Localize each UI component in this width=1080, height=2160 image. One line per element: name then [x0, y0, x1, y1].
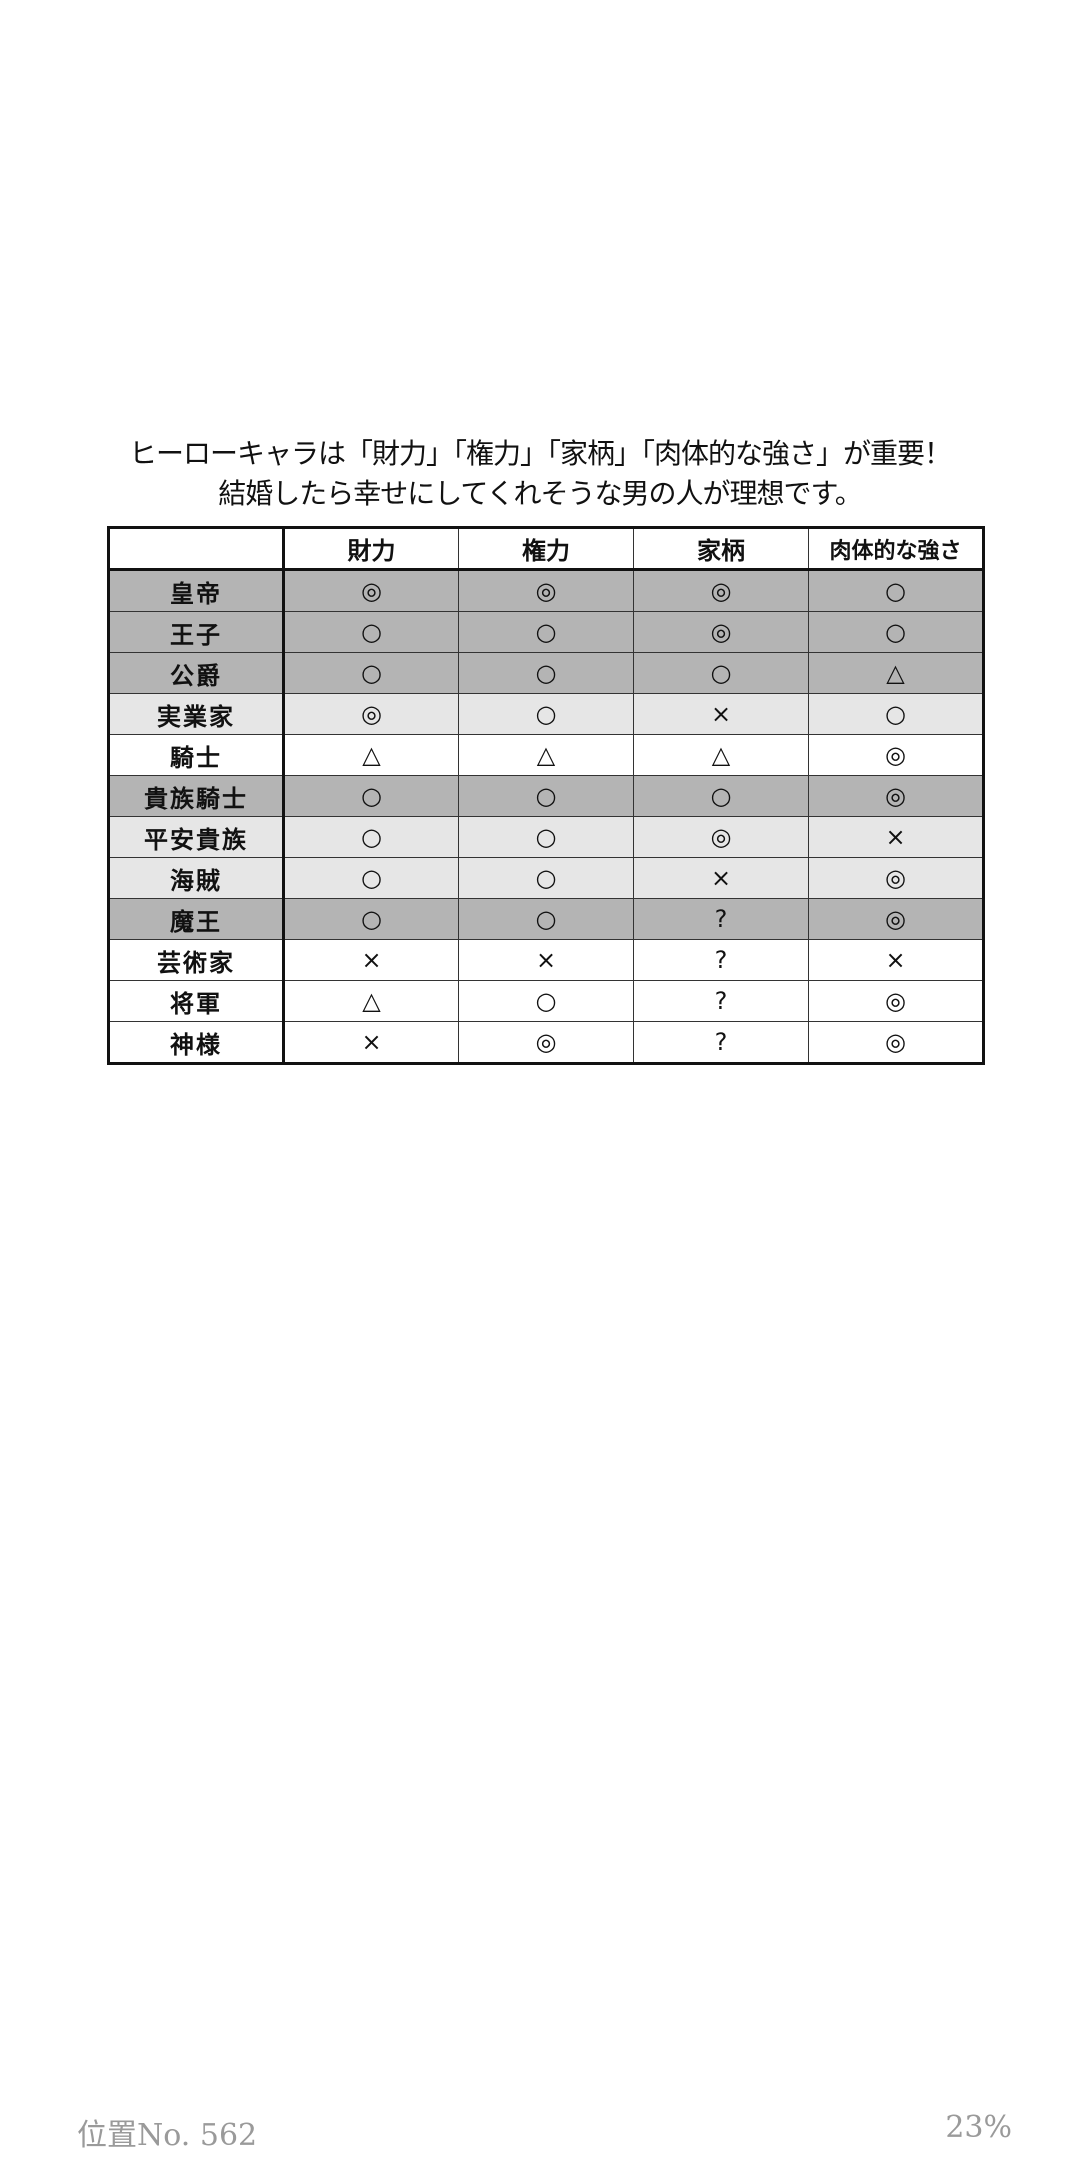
rating-cell: ◎: [458, 1021, 634, 1064]
location-indicator: 位置No. 562: [77, 2118, 258, 2153]
row-label: 神様: [108, 1021, 285, 1064]
rating-cell: ○: [283, 652, 459, 694]
rating-cell: ◎: [808, 980, 984, 1022]
table-row: 海賊 ○ ○ × ◎: [108, 857, 984, 899]
header-corner: [108, 527, 285, 571]
rating-cell: ○: [458, 898, 634, 940]
row-label: 騎士: [108, 734, 285, 776]
rating-cell: ○: [808, 611, 984, 653]
row-label: 芸術家: [108, 939, 285, 981]
rating-cell: ?: [633, 980, 809, 1022]
caption-line-1: ヒーローキャラは「財力」「権力」「家柄」「肉体的な強さ」が重要！: [128, 437, 952, 470]
rating-cell: ×: [633, 857, 809, 899]
rating-cell: ◎: [808, 1021, 984, 1064]
row-label: 将軍: [108, 980, 285, 1022]
rating-cell: ?: [633, 1021, 809, 1064]
rating-cell: ○: [458, 652, 634, 694]
rating-cell: ○: [633, 652, 809, 694]
table-row: 騎士 △ △ △ ◎: [108, 734, 984, 776]
rating-cell: ◎: [808, 898, 984, 940]
table-row: 平安貴族 ○ ○ ◎ ×: [108, 816, 984, 858]
table-row: 王子 ○ ○ ◎ ○: [108, 611, 984, 653]
rating-cell: ◎: [283, 569, 459, 612]
rating-cell: ×: [458, 939, 634, 981]
table-row: 皇帝 ◎ ◎ ◎ ○: [108, 569, 984, 612]
table-header-row: 財力 権力 家柄 肉体的な強さ: [108, 527, 984, 571]
table-row: 将軍 △ ○? ◎: [108, 980, 984, 1022]
row-label: 魔王: [108, 898, 285, 940]
rating-cell: ×: [283, 939, 459, 981]
rating-cell: ×: [808, 816, 984, 858]
header-physical-strength: 肉体的な強さ: [808, 527, 984, 571]
rating-cell: △: [283, 980, 459, 1022]
rating-cell: ○: [808, 569, 984, 612]
rating-cell: ○: [283, 775, 459, 817]
rating-cell: ◎: [808, 775, 984, 817]
rating-cell: △: [458, 734, 634, 776]
rating-cell: ○: [458, 693, 634, 735]
header-wealth: 財力: [283, 527, 459, 571]
rating-cell: ◎: [808, 734, 984, 776]
caption-line-2: 結婚したら幸せにしてくれそうな男の人が理想です。: [218, 477, 863, 510]
rating-cell: ×: [633, 693, 809, 735]
rating-cell: △: [283, 734, 459, 776]
table-row: 芸術家 × ×? ×: [108, 939, 984, 981]
rating-cell: ○: [458, 611, 634, 653]
table-row: 公爵 ○ ○ ○ △: [108, 652, 984, 694]
rating-cell: ○: [283, 857, 459, 899]
rating-cell: ○: [633, 775, 809, 817]
table-row: 実業家 ◎ ○ × ○: [108, 693, 984, 735]
row-label: 皇帝: [108, 569, 285, 612]
rating-cell: ×: [283, 1021, 459, 1064]
row-label: 公爵: [108, 652, 285, 694]
rating-cell: ○: [458, 980, 634, 1022]
rating-cell: ?: [633, 939, 809, 981]
table-row: 神様 × ◎? ◎: [108, 1021, 984, 1064]
rating-cell: ◎: [633, 816, 809, 858]
comparison-table: 財力 権力 家柄 肉体的な強さ 皇帝 ◎ ◎ ◎ ○ 王子 ○ ○ ◎ ○ 公爵 ○ ○ ○ △ 実業家 ◎ ○ ×…: [107, 526, 985, 1065]
table-row: 魔王 ○ ○? ◎: [108, 898, 984, 940]
rating-cell: ○: [283, 898, 459, 940]
rating-cell: ◎: [283, 693, 459, 735]
progress-percent: 23%: [945, 2110, 1012, 2145]
rating-cell: ◎: [458, 569, 634, 612]
row-label: 実業家: [108, 693, 285, 735]
table-row: 貴族騎士 ○ ○ ○ ◎: [108, 775, 984, 817]
row-label: 王子: [108, 611, 285, 653]
rating-cell: ◎: [633, 611, 809, 653]
rating-cell: ○: [458, 857, 634, 899]
header-lineage: 家柄: [633, 527, 809, 571]
rating-cell: ◎: [808, 857, 984, 899]
rating-cell: ○: [458, 816, 634, 858]
rating-cell: △: [633, 734, 809, 776]
row-label: 貴族騎士: [108, 775, 285, 817]
rating-cell: △: [808, 652, 984, 694]
rating-cell: ◎: [633, 569, 809, 612]
rating-cell: ○: [283, 611, 459, 653]
rating-cell: ○: [808, 693, 984, 735]
rating-cell: ○: [283, 816, 459, 858]
header-power: 権力: [458, 527, 634, 571]
row-label: 平安貴族: [108, 816, 285, 858]
rating-cell: ×: [808, 939, 984, 981]
rating-cell: ○: [458, 775, 634, 817]
row-label: 海賊: [108, 857, 285, 899]
rating-cell: ?: [633, 898, 809, 940]
